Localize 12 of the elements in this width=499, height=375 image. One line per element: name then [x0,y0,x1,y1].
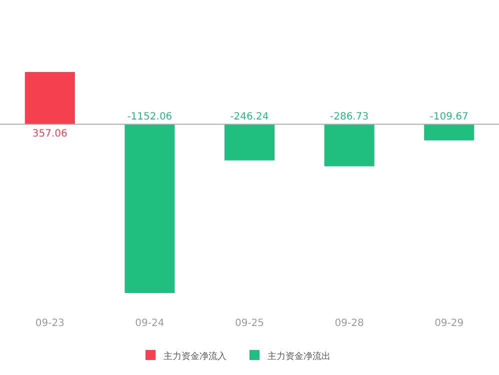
x-tick-label: 09-25 [234,318,264,329]
x-tick-label: 09-24 [135,318,164,329]
legend-label: 主力资金净流入 [164,351,226,362]
x-tick-label: 09-29 [434,318,464,329]
legend-label: 主力资金净流出 [268,351,330,362]
data-label: 357.06 [32,128,68,140]
x-tick-label: 09-28 [334,318,364,329]
data-label: -109.67 [430,111,468,122]
data-label: -286.73 [330,111,369,122]
data-label: -246.24 [230,111,269,122]
x-tick-label: 09-23 [35,318,64,329]
data-label: -1152.06 [127,111,172,122]
